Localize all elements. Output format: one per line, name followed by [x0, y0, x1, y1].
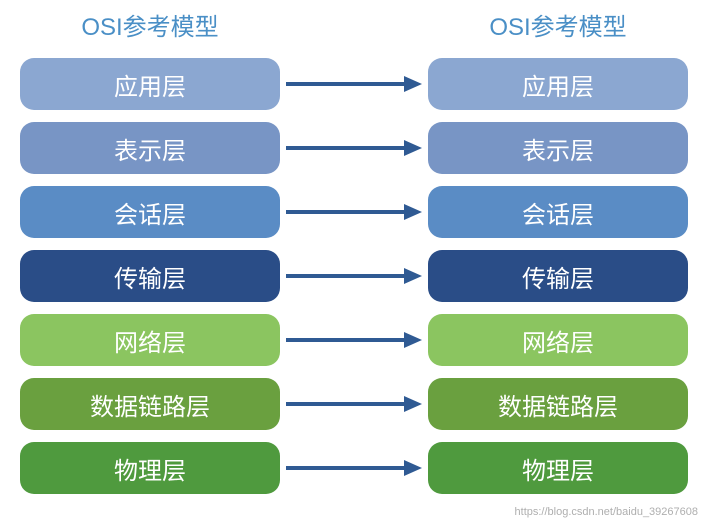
- left-layer-4: 网络层: [20, 314, 280, 366]
- right-layer-2: 会话层: [428, 186, 688, 238]
- arrow-3: [280, 250, 428, 302]
- arrow-1: [280, 122, 428, 174]
- right-layer-4: 网络层: [428, 314, 688, 366]
- watermark-text: https://blog.csdn.net/baidu_39267608: [515, 506, 698, 518]
- left-layer-0: 应用层: [20, 58, 280, 110]
- arrow-6: [280, 442, 428, 494]
- right-layer-6: 物理层: [428, 442, 688, 494]
- right-layer-5: 数据链路层: [428, 378, 688, 430]
- left-layer-2: 会话层: [20, 186, 280, 238]
- arrow-2: [280, 186, 428, 238]
- arrow-5: [280, 378, 428, 430]
- right-title: OSI参考模型: [428, 10, 688, 46]
- left-layer-6: 物理层: [20, 442, 280, 494]
- arrow-4: [280, 314, 428, 366]
- arrow-column: [280, 10, 428, 516]
- right-layer-1: 表示层: [428, 122, 688, 174]
- left-column: OSI参考模型 应用层表示层会话层传输层网络层数据链路层物理层: [20, 10, 280, 516]
- left-layer-3: 传输层: [20, 250, 280, 302]
- right-column: OSI参考模型 应用层表示层会话层传输层网络层数据链路层物理层: [428, 10, 688, 516]
- osi-diagram: OSI参考模型 应用层表示层会话层传输层网络层数据链路层物理层 OSI参考模型 …: [0, 0, 708, 526]
- left-layer-1: 表示层: [20, 122, 280, 174]
- left-title: OSI参考模型: [20, 10, 280, 46]
- arrow-0: [280, 58, 428, 110]
- left-layer-5: 数据链路层: [20, 378, 280, 430]
- right-layer-3: 传输层: [428, 250, 688, 302]
- right-layer-0: 应用层: [428, 58, 688, 110]
